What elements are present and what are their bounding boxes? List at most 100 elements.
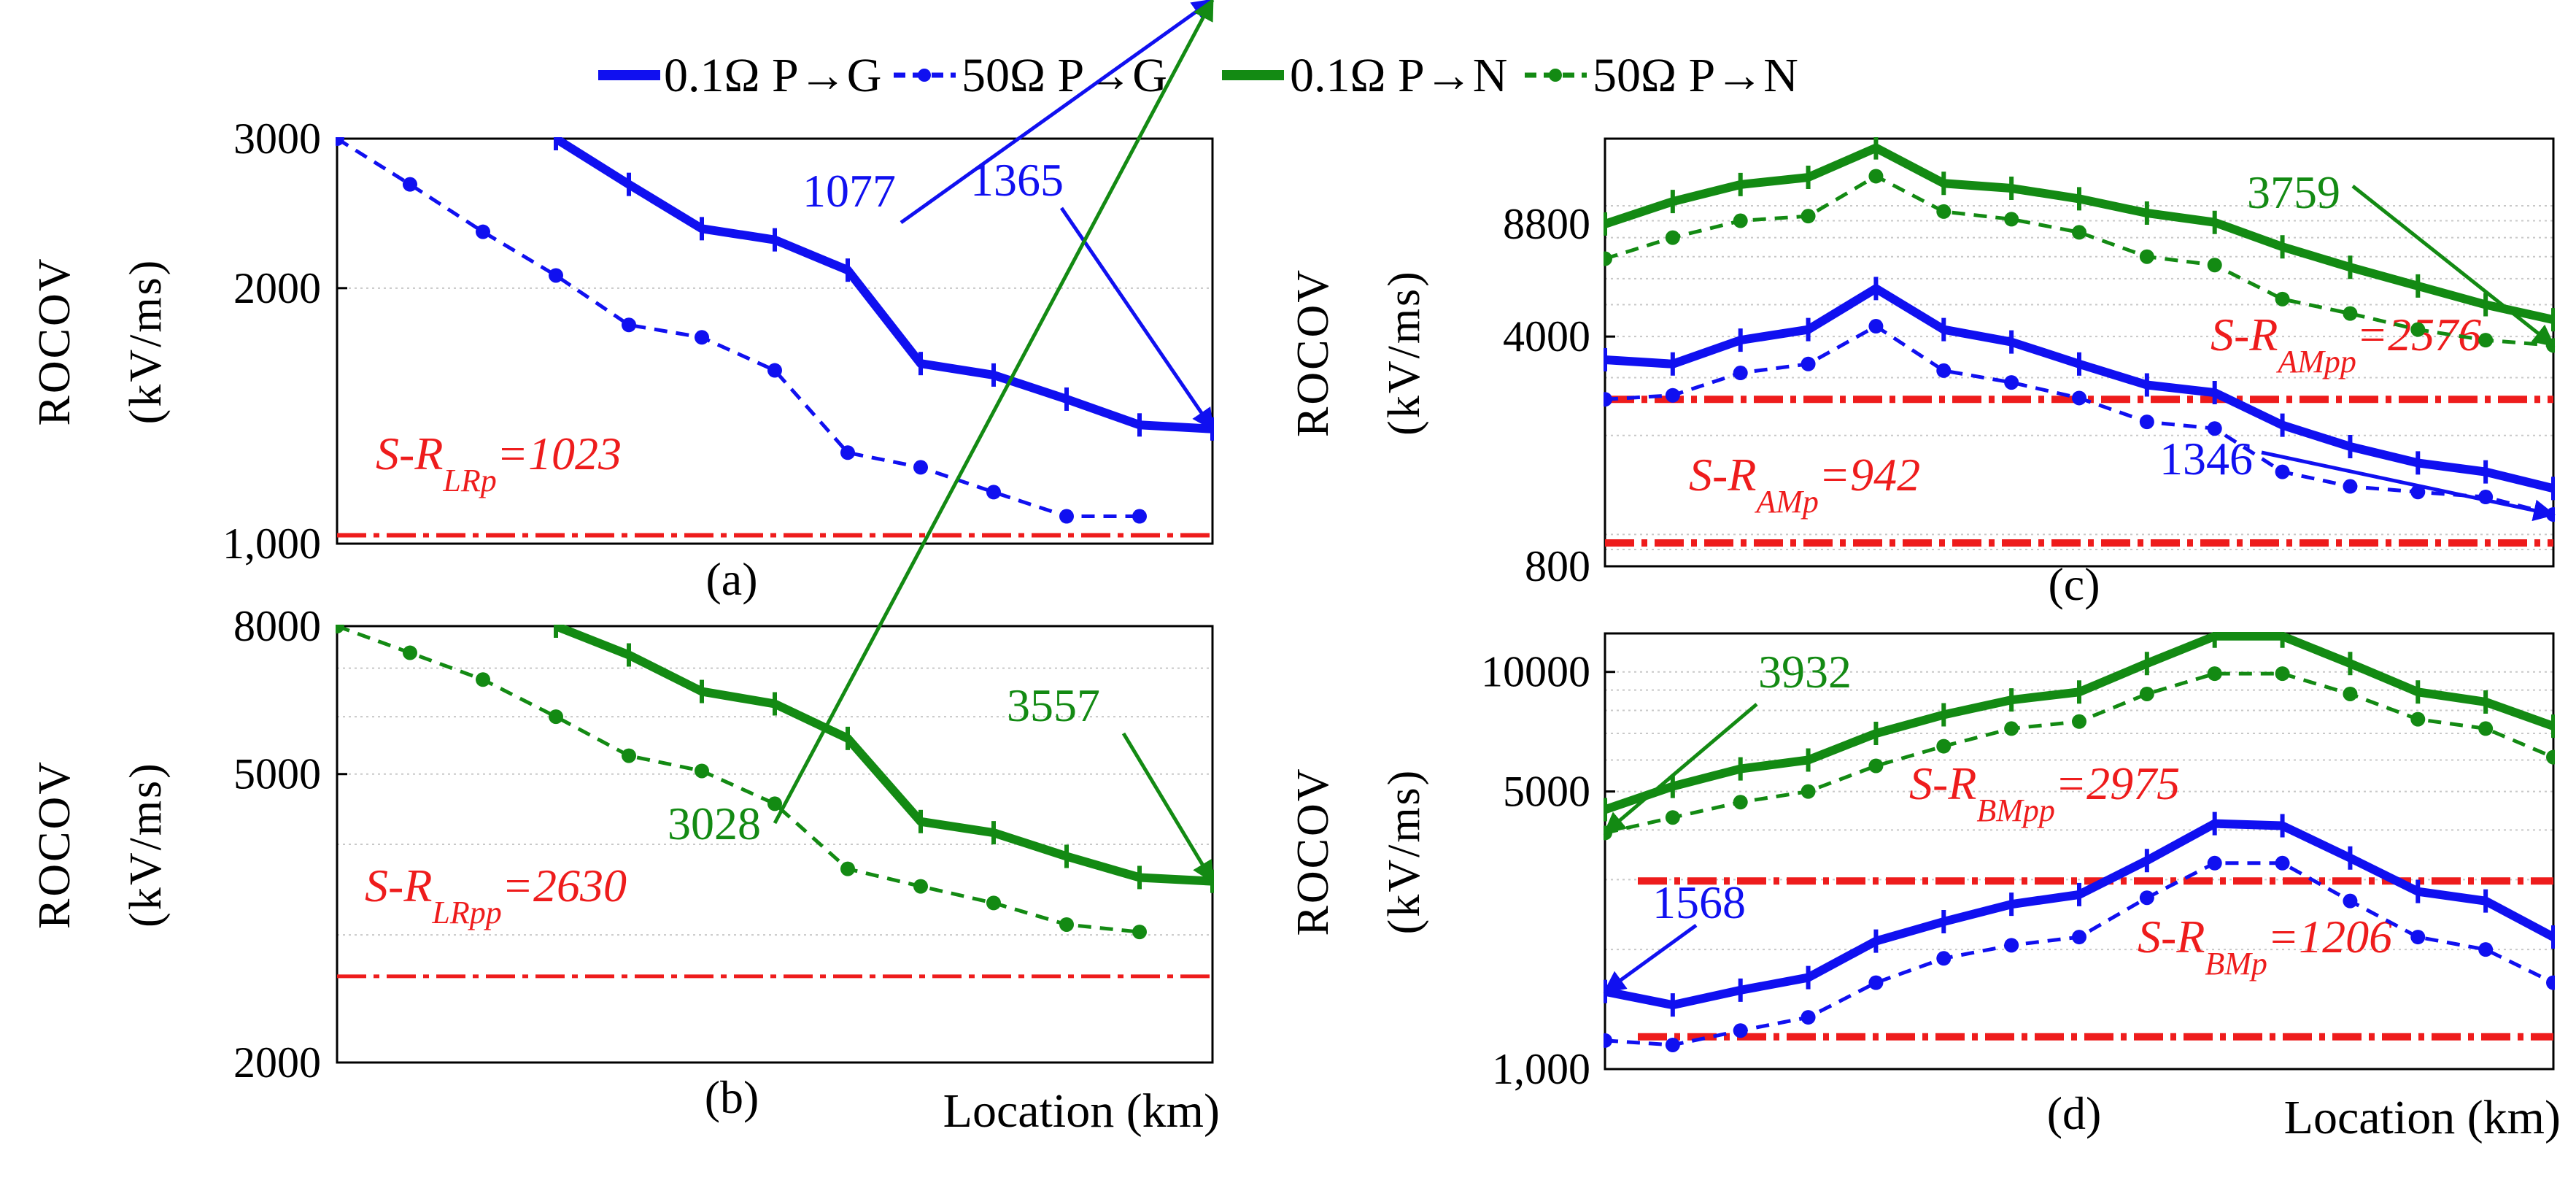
series-line-s1 [1604,819,2555,1010]
threshold-label-main: S-R [1689,449,1756,501]
annotation-arrow [773,0,1215,825]
y-axis-label-line1: ROCOV [30,256,80,425]
data-point-s4 [1936,739,1952,754]
legend-item-s2: 50Ω P→G [894,49,1167,102]
data-point-s4 [2478,721,2494,736]
data-point-s2 [767,363,782,378]
data-point-s4 [1801,784,1816,799]
data-point-s4 [2207,666,2222,682]
data-point-s2 [1733,366,1748,381]
y-tick-label: 10000 [1481,648,1590,696]
data-point-s4 [986,895,1001,911]
legend-label: 50Ω P→N [1593,49,1798,102]
data-point-s4 [913,879,928,894]
series-group [1604,632,2555,1052]
y-axis-label-line2: (kV/ms) [121,761,171,928]
y-tick-label: 3000 [233,115,321,163]
data-point-s2 [1665,387,1680,403]
annotation-label: 3932 [1758,646,1852,698]
plot-area [1604,632,2555,1071]
panel-caption: (c) [2048,558,2100,610]
data-point-s4 [2343,306,2358,321]
data-point-s2 [549,268,563,283]
data-point-s2 [2275,464,2290,479]
data-point-s2 [1733,1023,1748,1038]
data-point-s2 [1604,1033,1612,1048]
annotation-arrow [2351,185,2556,347]
data-point-s4 [2478,333,2494,348]
legend-label: 50Ω P→G [962,49,1167,102]
data-point-s4 [2004,212,2019,227]
y-tick-label: 2000 [233,264,321,312]
data-point-s2 [2207,421,2222,436]
data-point-s4 [2072,225,2086,240]
data-point-s2 [336,137,344,146]
annotation-label: 1568 [1652,876,1746,928]
data-point-s2 [2072,390,2086,406]
data-point-s4 [1868,758,1884,774]
data-point-s2 [1665,1037,1680,1052]
data-point-s4 [2207,258,2222,273]
legend-marker [918,69,931,82]
data-point-s2 [2478,942,2494,957]
data-point-s4 [2072,714,2086,729]
data-point-s2 [2343,479,2358,494]
annotation-arrow [900,0,1215,225]
y-tick-label: 1,000 [223,520,321,568]
data-point-s4 [2139,686,2154,701]
data-point-s4 [2410,322,2426,337]
y-axis-label-line2: (kV/ms) [1380,768,1429,935]
threshold-label: S-RAMp=942 [1689,449,1920,520]
panel-caption: (d) [2047,1087,2102,1139]
threshold-label-main: S-R [2138,911,2205,963]
data-point-s4 [695,763,709,779]
legend-item-s4: 50Ω P→N [1525,49,1798,102]
data-point-s4 [1132,925,1147,940]
threshold-label-value: =2630 [502,860,627,911]
threshold-label-sub: LRpp [431,895,501,930]
data-point-s4 [622,748,636,763]
data-point-s2 [2343,893,2358,909]
series-group [1604,137,2555,522]
plot-area [336,625,1214,1064]
series-line-s4 [1604,174,2554,347]
y-axis-label-line1: ROCOV [30,760,80,929]
data-point-s2 [913,460,928,475]
data-point-s4 [2275,666,2290,682]
legend-marker [1549,69,1562,82]
y-tick-label: 5000 [1503,768,1590,816]
threshold-label: S-RBMp=1206 [2138,911,2392,982]
data-point-s4 [1868,169,1884,184]
panel-b: 2000 5000 8000 ROCOV (kV/ms) (b) Location (km)… [30,0,1220,1138]
data-point-s4 [403,645,417,660]
series-line-s3 [554,625,1213,886]
threshold-label-value: =942 [1819,449,1920,501]
series-group [336,137,1214,524]
series-line-s4 [336,625,1140,934]
data-point-s2 [2410,930,2426,945]
threshold-label-value: =2975 [2055,757,2180,809]
data-point-s2 [2139,414,2154,430]
data-point-s2 [1801,356,1816,371]
y-tick-label: 5000 [233,750,321,798]
annotation-label: 3557 [1007,679,1100,731]
data-point-s2 [2275,855,2290,871]
data-point-s4 [840,861,855,876]
data-point-s2 [1868,319,1884,334]
data-point-s2 [2139,890,2154,906]
panel-caption: (a) [705,553,757,605]
data-point-s4 [1733,213,1748,228]
data-point-s2 [2004,938,2019,953]
threshold-label-main: S-R [365,860,432,911]
y-axis-label-line1: ROCOV [1288,766,1338,936]
annotation-label: 3759 [2247,166,2340,218]
data-point-s4 [2275,291,2290,306]
data-point-s4 [476,672,490,687]
panel-d: 1,000 5000 10000 ROCOV (kV/ms) (d) Location (k… [1288,632,2561,1144]
y-axis-label-line2: (kV/ms) [121,258,171,425]
data-point-s4 [1733,795,1748,810]
data-point-s4 [1059,917,1074,932]
annotation-label: 1077 [802,165,896,217]
threshold-label-sub: LRp [442,463,496,498]
